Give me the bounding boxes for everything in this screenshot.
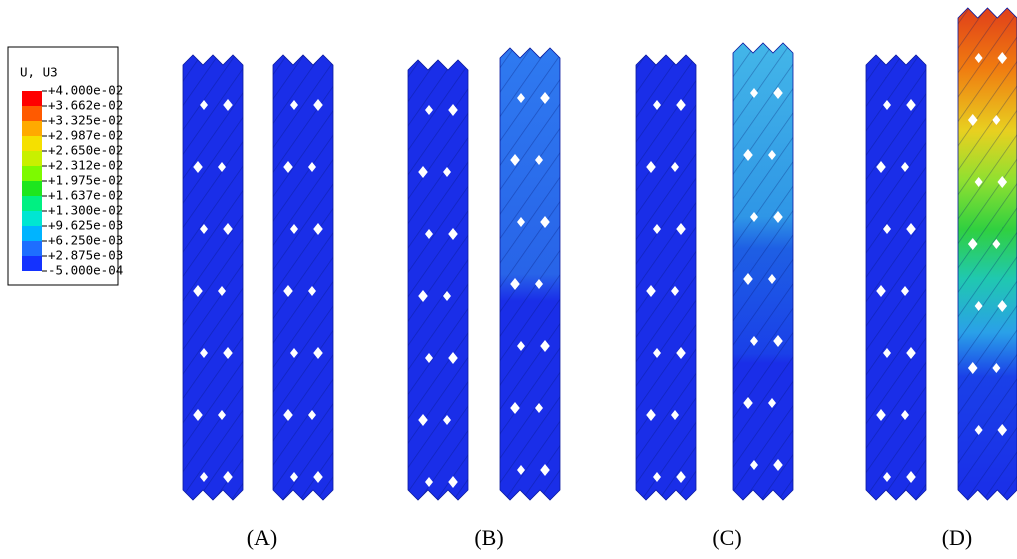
legend-label: +1.637e-02 xyxy=(48,188,123,203)
legend-swatch xyxy=(22,166,42,181)
legend-swatch xyxy=(22,196,42,211)
legend-swatch xyxy=(22,136,42,151)
stent xyxy=(958,8,1017,500)
stent xyxy=(636,55,696,500)
stent-struts xyxy=(500,48,560,500)
stent-struts xyxy=(273,55,333,500)
legend-label: +6.250e-03 xyxy=(48,233,123,248)
stent xyxy=(408,60,468,500)
legend-swatch xyxy=(22,106,42,121)
legend-label: +4.000e-02 xyxy=(48,83,123,98)
legend-label: +2.650e-02 xyxy=(48,143,123,158)
legend-label: -5.000e-04 xyxy=(48,263,123,278)
legend-swatch xyxy=(22,151,42,166)
legend-label: +2.987e-02 xyxy=(48,128,123,143)
stent-struts xyxy=(183,55,243,500)
figure: U, U3 +4.000e-02+3.662e-02+3.325e-02+2.9… xyxy=(0,0,1017,559)
stent xyxy=(866,55,926,500)
legend-label: +2.875e-03 xyxy=(48,248,123,263)
panel-label: (A) xyxy=(247,525,278,550)
panel-label: (D) xyxy=(942,525,973,550)
legend-swatch xyxy=(22,121,42,136)
legend-label: +1.300e-02 xyxy=(48,203,123,218)
stent-struts xyxy=(636,55,696,500)
stent xyxy=(273,55,333,500)
legend-swatch xyxy=(22,211,42,226)
legend-swatch xyxy=(22,256,42,271)
legend-label: +1.975e-02 xyxy=(48,173,123,188)
legend-swatch xyxy=(22,241,42,256)
panel-label: (B) xyxy=(474,525,503,550)
legend: U, U3 +4.000e-02+3.662e-02+3.325e-02+2.9… xyxy=(8,47,123,285)
stent xyxy=(183,55,243,500)
legend-swatch xyxy=(22,226,42,241)
legend-label: +9.625e-03 xyxy=(48,218,123,233)
stent-struts xyxy=(408,60,468,500)
legend-label: +2.312e-02 xyxy=(48,158,123,173)
stent-struts xyxy=(958,8,1017,500)
stent xyxy=(500,48,560,500)
legend-title: U, U3 xyxy=(20,65,58,80)
legend-swatch xyxy=(22,181,42,196)
legend-label: +3.662e-02 xyxy=(48,98,123,113)
legend-label: +3.325e-02 xyxy=(48,113,123,128)
stent-struts xyxy=(733,43,793,500)
panel-label: (C) xyxy=(712,525,741,550)
stent-struts xyxy=(866,55,926,500)
legend-swatch xyxy=(22,91,42,106)
stent xyxy=(733,43,793,500)
